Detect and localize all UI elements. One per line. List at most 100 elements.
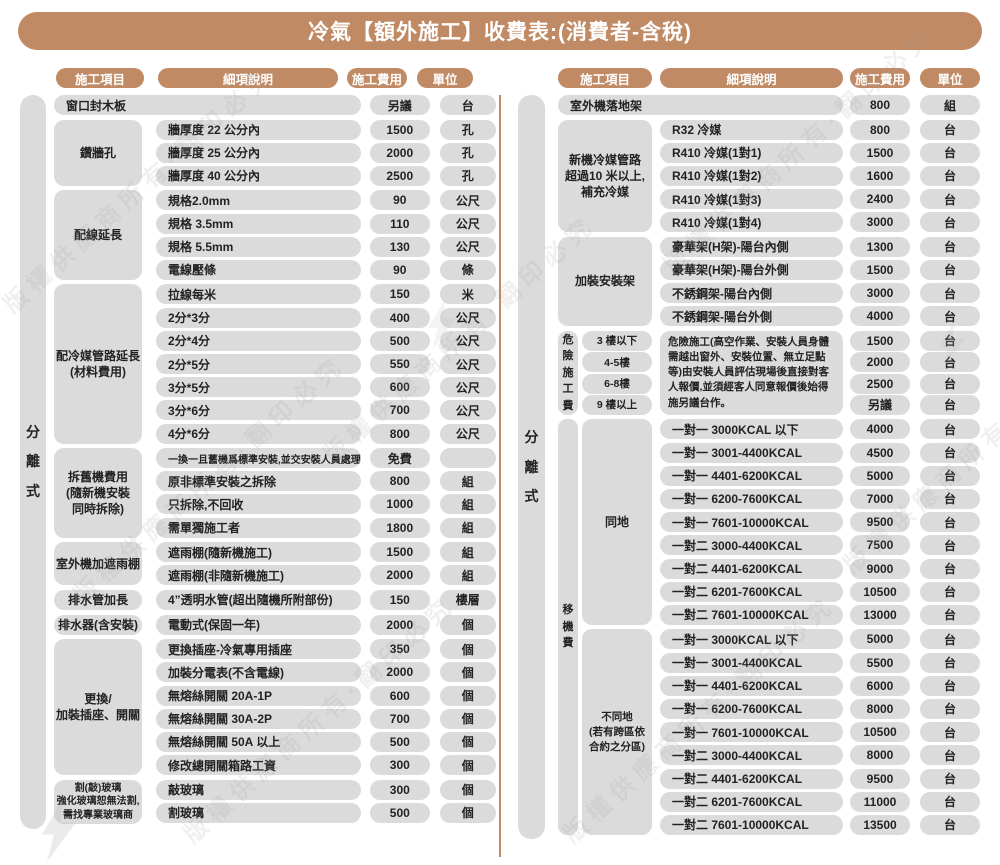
table-row: 一對二 4401-6200KCAL 9000 台 xyxy=(660,558,980,579)
table-row: 牆厚度 22 公分內 1500 孔 xyxy=(156,119,496,140)
unit-cell: 組 xyxy=(439,517,496,538)
detail-cell: 一對二 3000-4400KCAL xyxy=(660,745,843,766)
table-row: 一對一 4401-6200KCAL 5000 台 xyxy=(660,465,980,486)
table-row: 一對一 7601-10000KCAL 9500 台 xyxy=(660,512,980,533)
detail-cell: 一對一 7601-10000KCAL xyxy=(660,722,843,743)
row-list: 牆厚度 22 公分內 1500 孔牆厚度 25 公分內 2000 孔牆厚度 40 公分內… xyxy=(156,119,496,186)
detail-cell: 一對二 4401-6200KCAL xyxy=(660,558,843,579)
unit-cell: 孔 xyxy=(439,165,496,186)
fee-group: 新機冷媒管路 超過10 米以上, 補充冷媒 R32 冷媒 800 台 R410 冷媒(1… xyxy=(558,119,980,233)
table-row: 無熔絲開關 20A-1P 600 個 xyxy=(156,685,496,706)
table-row: 電動式(保固一年) 2000 個 xyxy=(156,614,496,635)
fee-cell: 4500 xyxy=(850,442,910,463)
row-list: 遮雨棚(隨新機施工) 1500 組遮雨棚(非隨新機施工) 2000 組 xyxy=(156,542,496,586)
fee-cell: 1500 xyxy=(369,542,430,563)
table-row: 一對一 4401-6200KCAL 6000 台 xyxy=(660,675,980,696)
fee-cell: 130 xyxy=(369,236,430,257)
unit-cell: 公尺 xyxy=(439,423,496,444)
fee-cell: 2000 xyxy=(369,614,430,635)
fee-cell: 13500 xyxy=(850,814,910,835)
detail-cell: 2分*3分 xyxy=(156,307,361,328)
unit-cell: 台 xyxy=(920,119,980,140)
fee-cell: 2400 xyxy=(850,189,910,210)
group-label: 割(敲)玻璃 強化玻璃恕無法割, 需找專業玻璃商 xyxy=(54,779,142,825)
table-row: 需單獨施工者 1800 組 xyxy=(156,517,496,538)
detail-cell: 加裝分電表(不含電線) xyxy=(156,662,361,683)
detail-cell: 一對一 7601-10000KCAL xyxy=(660,512,843,533)
unit-cell: 公尺 xyxy=(439,354,496,374)
fee-cell: 800 xyxy=(850,95,910,115)
fee-group: 排水管加長 4”透明水管(超出隨機所附部份) 150 樓層 xyxy=(54,589,496,610)
row-list: 規格2.0mm 90 公尺 規格 3.5mm 110 公尺 規格 5.5mm 130 公尺 電線壓… xyxy=(156,190,496,280)
fee-cell: 7000 xyxy=(850,488,910,509)
unit-cell: 台 xyxy=(920,419,980,440)
fee-cell: 3000 xyxy=(850,212,910,233)
table-row: 室外機落地架 800 組 xyxy=(558,95,980,115)
category-label-separate-type: 分離式 xyxy=(20,95,46,829)
unit-cell: 公尺 xyxy=(439,236,496,257)
group-label: 室外機加遮雨棚 xyxy=(54,542,142,586)
fee-cell: 800 xyxy=(850,119,910,140)
unit-cell: 孔 xyxy=(439,142,496,163)
unit-cell: 台 xyxy=(920,814,980,835)
group-label: 新機冷媒管路 超過10 米以上, 補充冷媒 xyxy=(558,119,652,233)
unit-cell: 米 xyxy=(439,284,496,305)
fee-cell: 3000 xyxy=(850,283,910,304)
fee-cell: 1500 xyxy=(369,119,430,140)
table-row: 一對二 3000-4400KCAL 7500 台 xyxy=(660,535,980,556)
unit-cell: 公尺 xyxy=(439,307,496,328)
fee-cell: 5000 xyxy=(850,629,910,650)
fee-group: 窗口封木板 另議台 xyxy=(54,95,496,115)
header-item: 施工項目 xyxy=(558,68,652,88)
table-row: 一對二 6201-7600KCAL 11000 台 xyxy=(660,791,980,812)
row-list: 電動式(保固一年) 2000 個 xyxy=(156,614,496,635)
fee-cell: 600 xyxy=(369,377,430,398)
table-row: 一對二 3000-4400KCAL 8000 台 xyxy=(660,745,980,766)
fee-cell: 2500 xyxy=(850,373,910,394)
fee-group: 排水器(含安裝) 電動式(保固一年) 2000 個 xyxy=(54,614,496,635)
detail-cell: 拉線每米 xyxy=(156,284,361,305)
floor-range-item: 4-5樓 xyxy=(582,352,652,373)
fee-cell: 500 xyxy=(369,330,430,351)
table-row: 一換一且舊機爲標準安裝,並交安裝人員處理 免費 xyxy=(156,448,496,469)
unit-cell: 台 xyxy=(920,352,980,373)
row-list: 更換插座-冷氣專用插座 350 個加裝分電表(不含電線) 2000 個無熔絲開關 20A… xyxy=(156,639,496,776)
danger-rows: 危險施工(高空作業、安裝人員身體需越出窗外、安裝位置、無立足點等)由安裝人員評估… xyxy=(660,330,980,415)
fee-cell: 2500 xyxy=(369,165,430,186)
fee-cell: 9000 xyxy=(850,558,910,579)
fee-cell: 500 xyxy=(369,802,430,823)
fee-cell: 150 xyxy=(369,284,430,305)
fee-cell: 1800 xyxy=(369,517,430,538)
unit-cell: 組 xyxy=(439,494,496,515)
unit-cell: 組 xyxy=(920,95,980,115)
detail-cell: 一對一 4401-6200KCAL xyxy=(660,675,843,696)
table-row: 一對一 3001-4400KCAL 4500 台 xyxy=(660,442,980,463)
unit-cell: 個 xyxy=(439,685,496,706)
fee-cell: 300 xyxy=(369,779,430,800)
fee-group: 配冷媒管路延長 (材料費用) 拉線每米 150 米 2分*3分 400 公尺 2分*4分 500… xyxy=(54,284,496,444)
unit-cell: 個 xyxy=(439,779,496,800)
detail-cell: 3分*6分 xyxy=(156,400,361,421)
unit-cell: 組 xyxy=(439,565,496,586)
detail-cell: 一換一且舊機爲標準安裝,並交安裝人員處理 xyxy=(156,448,361,469)
table-row: 一對一 3001-4400KCAL 5500 台 xyxy=(660,652,980,673)
table-row: 遮雨棚(非隨新機施工) 2000 組 xyxy=(156,565,496,586)
table-row: 割玻璃 500 個 xyxy=(156,802,496,823)
fee-cell: 500 xyxy=(369,731,430,752)
fee-cell: 4000 xyxy=(850,419,910,440)
row-list: 敲玻璃 300 個割玻璃 500 個 xyxy=(156,779,496,825)
fee-cell: 8000 xyxy=(850,745,910,766)
fee-cell: 1000 xyxy=(369,494,430,515)
fee-cell: 2000 xyxy=(369,565,430,586)
unit-cell: 台 xyxy=(920,604,980,625)
header-fee: 施工費用 xyxy=(850,68,910,88)
detail-cell: 窗口封木板 xyxy=(54,95,361,115)
fee-cell: 1600 xyxy=(850,165,910,186)
fee-cell: 1300 xyxy=(850,236,910,257)
table-body: 分離式 室外機落地架 800 組新機冷媒管路 超過10 米以上, 補充冷媒 R32 冷… xyxy=(518,95,980,840)
unit-cell: 個 xyxy=(439,662,496,683)
unit-cell: 個 xyxy=(439,639,496,660)
table-row: 一對一 3000KCAL 以下 5000 台 xyxy=(660,629,980,650)
fee-table-left: 施工項目 細項說明 施工費用 單位 分離式 窗口封木板 另議台鑽牆孔 牆厚度 22 … xyxy=(20,68,496,829)
subgroup-label: 不同地 (若有跨區依 合約之分區) xyxy=(582,629,652,835)
